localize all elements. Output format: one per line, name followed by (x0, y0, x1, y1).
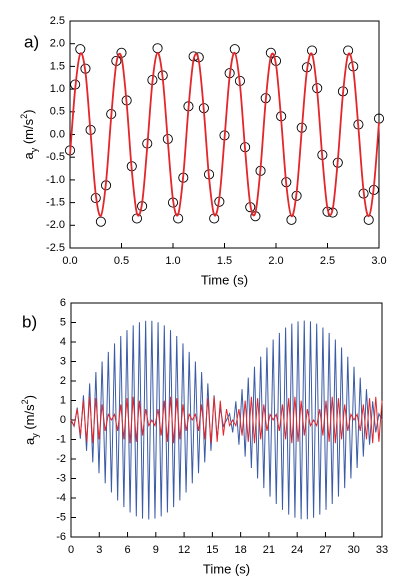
y-axis-label-part: 2 (20, 399, 30, 404)
y-axis-label-part: (m/s (21, 118, 36, 147)
y-tick-label: 2.0 (50, 38, 65, 50)
x-tick-label: 0.5 (114, 255, 129, 267)
data-point (152, 43, 163, 54)
y-tick-label: -6 (56, 531, 66, 543)
y-axis-label-part: a (21, 151, 36, 159)
x-tick-label: 0.0 (62, 255, 77, 267)
x-tick-label: 30 (348, 544, 360, 556)
x-tick-label: 24 (291, 544, 303, 556)
data-line (70, 396, 383, 444)
x-tick-label: 21 (263, 544, 275, 556)
x-tick-label: 27 (319, 544, 331, 556)
y-axis-label-part: ) (22, 395, 37, 399)
x-tick-label: 3 (96, 544, 102, 556)
y-axis-label-part: y (29, 147, 39, 152)
y-axis-label-part: ) (21, 110, 36, 114)
x-tick-label: 2.5 (320, 255, 335, 267)
y-tick-label: -3 (56, 472, 66, 484)
y-axis-label-part: (m/s (22, 404, 37, 433)
x-tick-label: 1.5 (217, 255, 232, 267)
x-tick-label: 18 (235, 544, 247, 556)
y-tick-label: 4 (60, 336, 66, 348)
x-tick-label: 1.0 (165, 255, 180, 267)
y-tick-label: 0.5 (50, 106, 65, 118)
y-tick-label: 0 (60, 414, 66, 426)
x-tick-label: 9 (153, 544, 159, 556)
data-point (95, 216, 106, 227)
y-tick-label: -2.5 (46, 242, 65, 254)
x-tick-label: 12 (178, 544, 190, 556)
panel-label: b) (22, 312, 37, 331)
y-tick-label: 2 (60, 375, 66, 387)
y-tick-label: 1.0 (50, 83, 65, 95)
data-point (75, 44, 86, 55)
data-line (70, 320, 383, 520)
x-axis-label: Time (s) (203, 561, 250, 576)
y-tick-label: -1.5 (46, 197, 65, 209)
y-tick-label: 5 (60, 316, 66, 328)
panel: a) -2.5 -2.0 -1.5 -1.0 -0.5 0.0 0.5 1.0 1.5 2.0 2.5… (19, 15, 386, 288)
y-axis-label: ay (m/s2) (20, 395, 40, 445)
data-line (69, 51, 380, 218)
y-tick-label: 2.5 (50, 15, 65, 27)
y-tick-label: 6 (60, 297, 66, 309)
y-axis-label-part: 2 (19, 114, 29, 119)
x-tick-label: 6 (124, 544, 130, 556)
y-tick-label: -2.0 (46, 219, 65, 231)
x-tick-label: 3.0 (371, 255, 386, 267)
y-tick-label: 1 (60, 394, 66, 406)
x-tick-label: 15 (206, 544, 218, 556)
y-tick-label: -2 (56, 453, 66, 465)
panel-label: a) (24, 32, 39, 51)
y-tick-label: -1 (56, 433, 66, 445)
y-tick-label: 1.5 (50, 60, 65, 72)
y-tick-label: -0.5 (46, 151, 65, 163)
y-tick-label: -5 (56, 511, 66, 523)
x-tick-label: 2.0 (268, 255, 283, 267)
y-tick-label: 3 (60, 355, 66, 367)
y-tick-label: -4 (56, 492, 66, 504)
y-axis-label-part: a (22, 437, 37, 445)
y-tick-label: -1.0 (46, 174, 65, 186)
x-tick-label: 0 (68, 544, 74, 556)
y-tick-label: 0.0 (50, 128, 65, 140)
y-axis-label-part: y (30, 433, 40, 438)
y-axis-label: ay (m/s2) (19, 110, 39, 160)
x-tick-label: 33 (376, 544, 388, 556)
x-axis-label: Time (s) (201, 272, 248, 287)
